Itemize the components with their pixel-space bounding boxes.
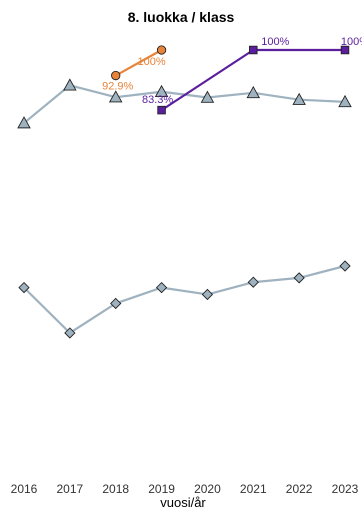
diamond-marker [155, 281, 168, 294]
x-tick-label: 2018 [102, 482, 129, 496]
circle-marker [111, 70, 121, 81]
x-tick-label: 2017 [57, 482, 84, 496]
triangle-marker [246, 85, 261, 99]
series-line [23, 264, 346, 335]
triangle-marker [17, 116, 31, 129]
circle-marker [156, 45, 167, 55]
triangle-marker [63, 78, 77, 91]
x-tick-label: 2023 [332, 482, 359, 496]
diamond-marker [64, 327, 76, 339]
x-tick-label: 2022 [286, 482, 313, 496]
series-3: 83.3% 100% 100% [142, 36, 362, 115]
data-label: 92.9% [102, 81, 133, 93]
diamond-marker [293, 272, 305, 284]
series-layer: 92.9% 100% 83.3% 100% 100% [17, 36, 362, 339]
triangle-marker [154, 84, 169, 98]
x-axis-label: vuosi/år [160, 495, 206, 510]
triangle-marker [292, 92, 306, 105]
square-marker [249, 45, 258, 55]
data-label: 100% [138, 56, 166, 68]
chart-title: 8. luokka / klass [128, 9, 235, 25]
series-1 [18, 260, 351, 339]
triangle-marker [108, 90, 123, 103]
diamond-marker [339, 260, 351, 272]
square-marker [340, 45, 350, 55]
square-marker [157, 105, 166, 115]
x-axis-ticks: 2016 2017 2018 2019 2020 2021 2022 2023 [11, 482, 359, 496]
x-tick-label: 2020 [194, 482, 221, 496]
data-label: 83.3% [142, 94, 173, 106]
series-line [115, 49, 163, 77]
x-tick-label: 2021 [240, 482, 267, 496]
x-tick-label: 2016 [11, 482, 38, 496]
series-2: 92.9% 100% [102, 45, 167, 93]
triangle-marker [338, 94, 352, 108]
diamond-marker [110, 297, 122, 310]
x-tick-label: 2019 [148, 482, 175, 496]
diamond-marker [201, 288, 214, 301]
series-0 [17, 78, 352, 129]
triangle-marker [200, 90, 215, 103]
data-label: 100% [341, 36, 362, 48]
diamond-marker [247, 276, 259, 288]
data-label: 100% [261, 36, 289, 48]
diamond-marker [18, 281, 30, 294]
